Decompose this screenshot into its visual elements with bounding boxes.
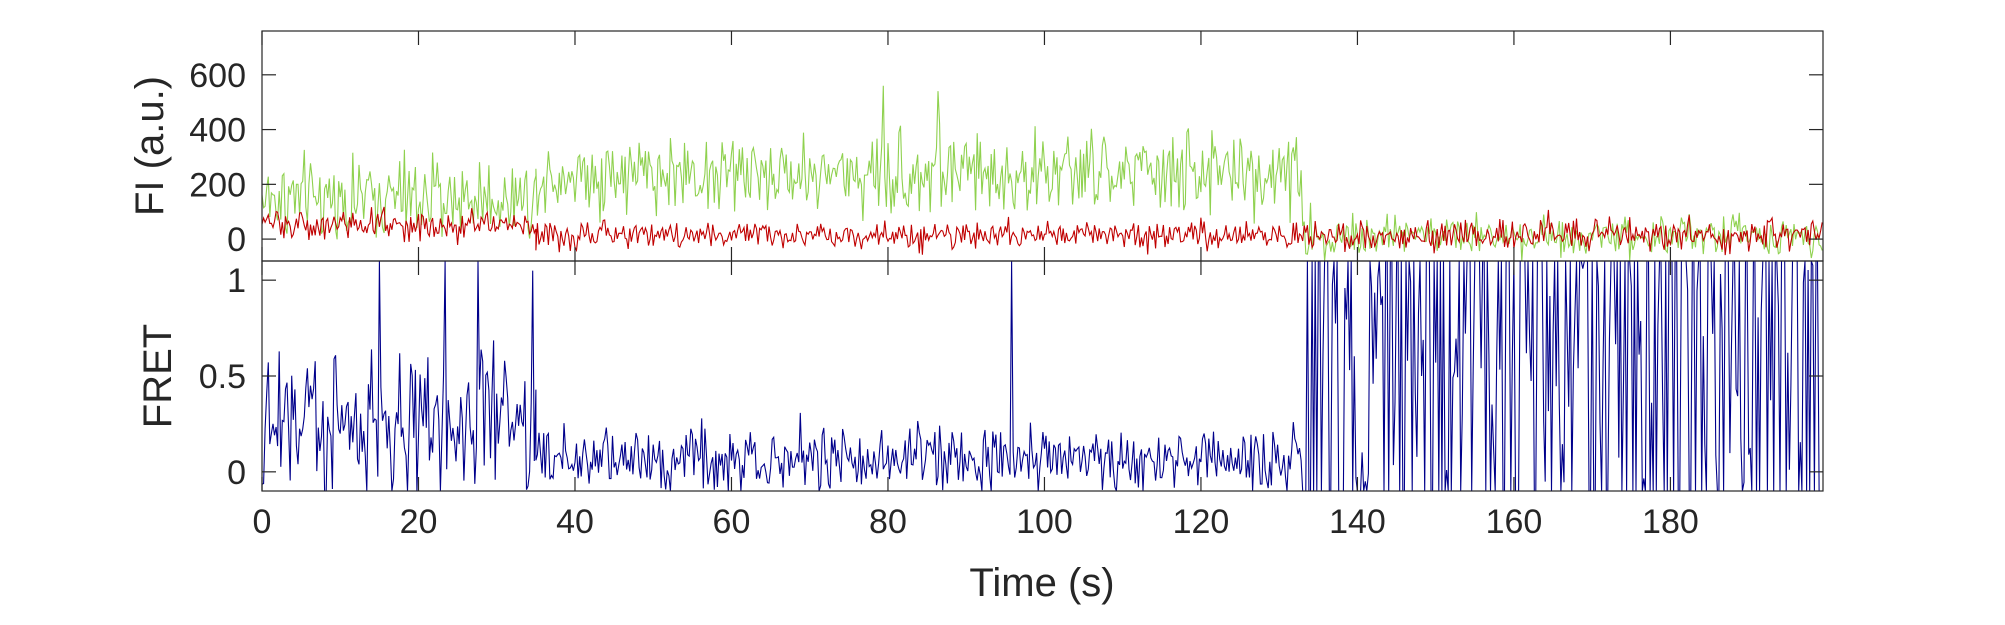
- y-tick-label: 0.5: [199, 358, 246, 396]
- x-tick-label: 120: [1173, 503, 1230, 541]
- fret-y-axis-label: FRET: [136, 324, 180, 428]
- intensity-y-axis-label: FI (a.u.): [128, 76, 172, 216]
- x-tick-label: 100: [1016, 503, 1073, 541]
- x-tick-label: 180: [1642, 503, 1699, 541]
- x-tick-label: 140: [1329, 503, 1386, 541]
- y-tick-label: 1: [227, 262, 246, 300]
- x-tick-label: 40: [556, 503, 594, 541]
- acceptor-intensity-line: [262, 206, 1823, 256]
- y-tick-label: 600: [189, 57, 246, 95]
- intensity-plot-area: [262, 85, 1823, 261]
- y-tick-label: 200: [189, 166, 246, 204]
- fret-panel: 0 0.5 1 0 20 40 60 80 100 120 140 160 180 FRET: [136, 260, 1824, 541]
- x-tick-label: 0: [253, 503, 272, 541]
- x-tick-label: 20: [400, 503, 438, 541]
- x-tick-label: 80: [869, 503, 907, 541]
- fret-efficiency-line: [262, 261, 1823, 491]
- donor-intensity-line: [262, 85, 1823, 261]
- intensity-panel: 0 200 400 600 FI (a.u.): [128, 30, 1824, 262]
- fret-ticks: 0 0.5 1 0 20 40 60 80 100 120 140 160 180: [199, 261, 1823, 541]
- x-tick-label: 160: [1486, 503, 1543, 541]
- x-tick-label: 60: [713, 503, 751, 541]
- intensity-ticks: 0 200 400 600: [189, 31, 1823, 261]
- fret-plot-area: [262, 261, 1823, 491]
- y-tick-label: 0: [227, 454, 246, 492]
- y-tick-label: 0: [227, 221, 246, 259]
- y-tick-label: 400: [189, 112, 246, 150]
- time-x-axis-label: Time (s): [969, 561, 1114, 605]
